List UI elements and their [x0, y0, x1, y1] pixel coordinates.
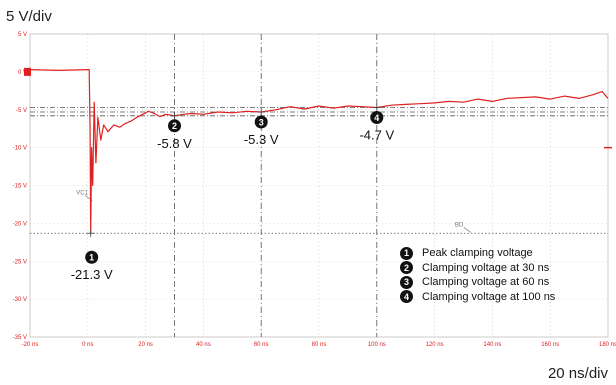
measurement-value-label: -5.8 V — [157, 136, 192, 151]
legend-label: Clamping voltage at 30 ns — [422, 261, 550, 274]
y-tick-label: -15 V — [13, 184, 27, 190]
cursor-tag: BD — [455, 222, 464, 228]
y-scale-label: 5 V/div — [6, 8, 52, 25]
marker-badge: 2 — [400, 261, 413, 275]
x-tick-label: 20 ns — [138, 342, 153, 348]
x-tick-label: 60 ns — [254, 342, 269, 348]
x-tick-label: 100 ns — [368, 342, 386, 348]
x-scale-label: 20 ns/div — [547, 365, 608, 382]
x-tick-label: -20 ns — [22, 342, 39, 348]
measurement-4: 4 -4.7 V — [359, 103, 394, 142]
x-tick-label: 0 ns — [82, 342, 93, 348]
y-tick-label: -20 V — [13, 221, 27, 227]
marker-badge — [168, 119, 181, 133]
marker-badge: 4 — [400, 290, 413, 304]
legend-item: 3 Clamping voltage at 60 ns — [400, 275, 555, 290]
legend-label: Clamping voltage at 60 ns — [422, 276, 550, 289]
marker-badge — [370, 110, 384, 124]
marker-badge-number: 4 — [374, 113, 379, 123]
measurement-1: 1 -21.3 V — [71, 229, 113, 282]
y-tick-label: -10 V — [13, 146, 27, 152]
legend-item: 4 Clamping voltage at 100 ns — [400, 290, 555, 305]
marker-badge: 3 — [400, 275, 413, 289]
x-tick-label: 80 ns — [312, 342, 327, 348]
x-tick-label: 40 ns — [196, 342, 211, 348]
measurement-3: 3 -5.3 V — [244, 108, 279, 147]
trace-line — [29, 69, 609, 234]
y-tick-label: -25 V — [13, 259, 27, 265]
marker-badge: 1 — [400, 246, 413, 260]
measurement-2: 2 -5.8 V — [157, 111, 192, 151]
x-tick-label: 160 ns — [541, 342, 559, 348]
measurement-value-label: -5.3 V — [244, 132, 279, 147]
legend-item: 2 Clamping voltage at 30 ns — [400, 261, 555, 276]
cursor-tag: VC1 — [76, 191, 88, 197]
legend-label: Peak clamping voltage — [422, 247, 533, 260]
marker-badge-number: 2 — [172, 121, 177, 131]
y-tick-label: -5 V — [16, 108, 27, 114]
x-tick-label: 140 ns — [483, 342, 501, 348]
marker-badge-number: 3 — [259, 117, 264, 127]
measurement-value-label: -21.3 V — [71, 267, 113, 282]
marker-badge — [254, 115, 268, 129]
measurement-value-label: -4.7 V — [359, 127, 394, 142]
x-tick-label: 120 ns — [426, 342, 444, 348]
legend: 1 Peak clamping voltage 2 Clamping volta… — [400, 246, 555, 304]
y-tick-label: -30 V — [13, 297, 27, 303]
legend-item: 1 Peak clamping voltage — [400, 246, 555, 261]
legend-label: Clamping voltage at 100 ns — [422, 290, 556, 303]
y-tick-label: 5 V — [18, 32, 27, 38]
marker-badge — [85, 250, 99, 264]
y-tick-label: 0 V — [18, 70, 27, 76]
x-tick-label: 180 ns — [599, 342, 616, 348]
y-tick-label: -35 V — [13, 335, 27, 341]
marker-badge-number: 1 — [89, 253, 94, 263]
ground-marker — [24, 67, 31, 76]
cursor-tag-pointer — [463, 227, 472, 233]
